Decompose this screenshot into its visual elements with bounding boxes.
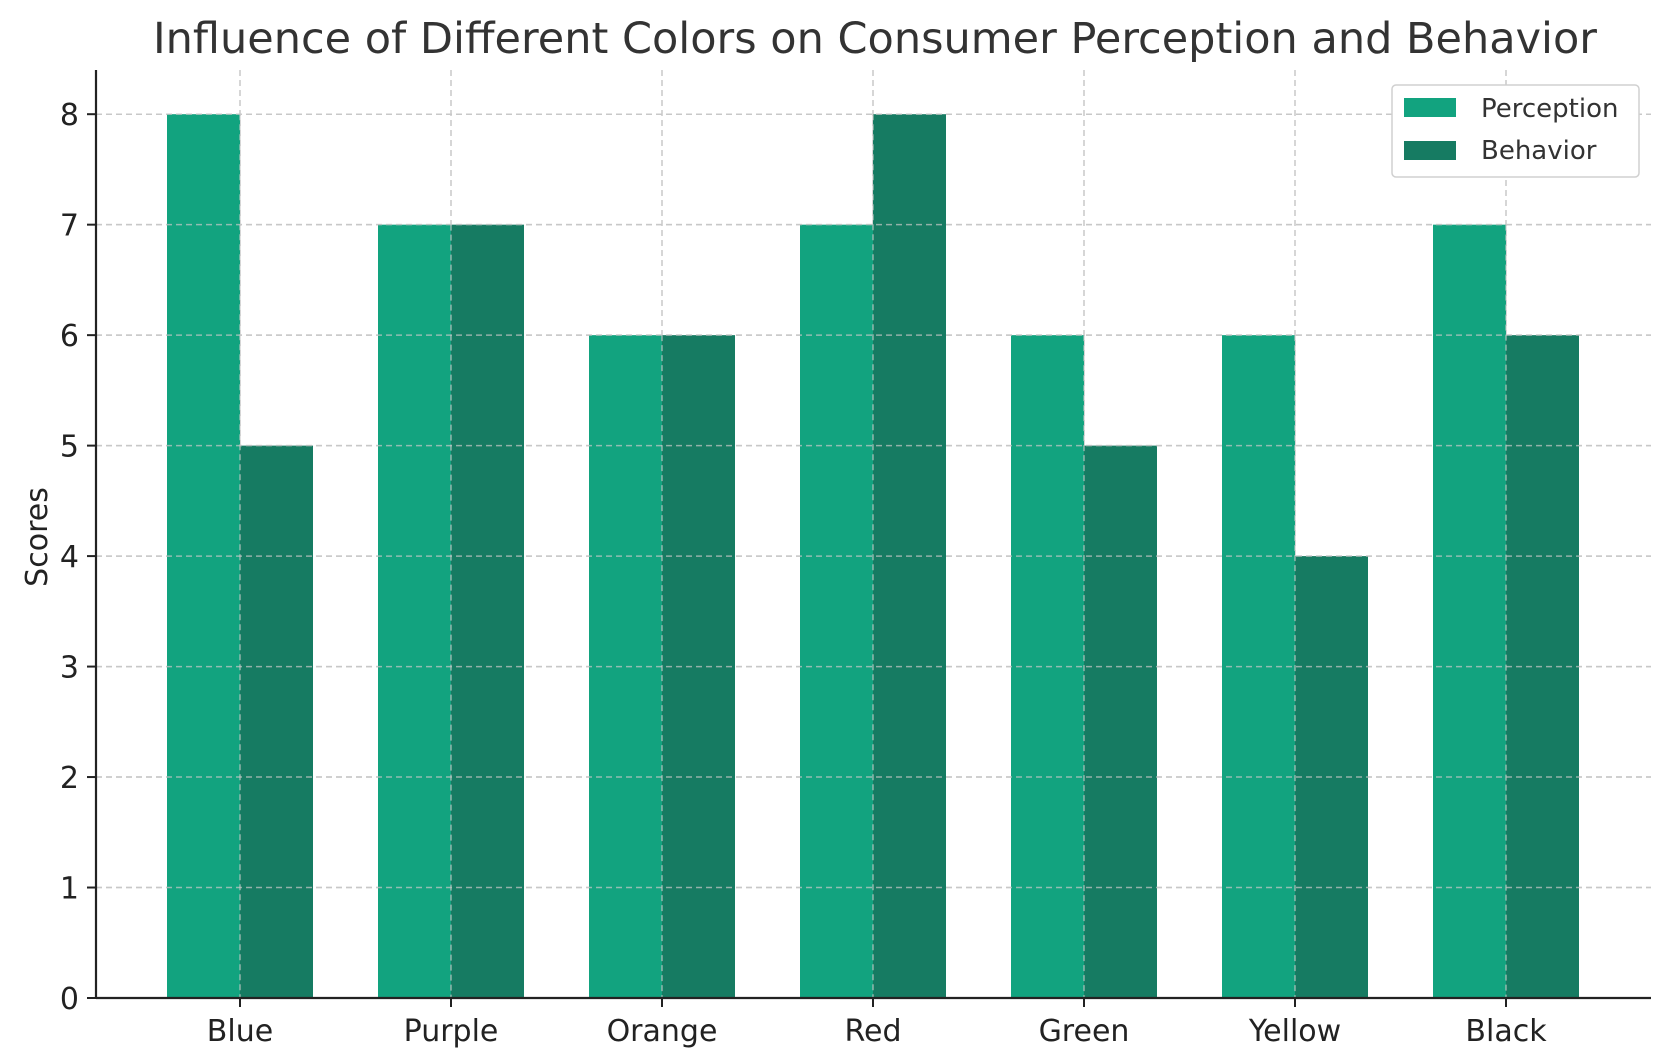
x-tick-label: Blue bbox=[207, 1014, 273, 1049]
y-tick-label: 4 bbox=[60, 540, 79, 575]
bar-behavior-green bbox=[1084, 445, 1157, 999]
x-tick-label: Orange bbox=[607, 1014, 718, 1049]
legend-swatch-perception bbox=[1404, 98, 1456, 117]
legend-swatch-behavior bbox=[1404, 141, 1456, 160]
bars bbox=[96, 113, 1651, 999]
y-tick-label: 0 bbox=[60, 982, 79, 1017]
legend-label-perception: Perception bbox=[1481, 94, 1618, 124]
y-axis-label: Scores bbox=[20, 487, 55, 587]
x-tick-label: Black bbox=[1465, 1014, 1547, 1049]
bar-perception-purple bbox=[378, 224, 451, 998]
x-tick-label: Green bbox=[1039, 1014, 1130, 1049]
y-tick-label: 1 bbox=[60, 872, 79, 907]
bar-behavior-blue bbox=[240, 445, 313, 999]
x-tick-label: Purple bbox=[404, 1014, 499, 1049]
legend: Perception Behavior bbox=[1391, 84, 1640, 178]
y-tick-label: 8 bbox=[60, 98, 79, 133]
x-tick-label: Red bbox=[845, 1014, 902, 1049]
y-tick-label: 3 bbox=[60, 651, 79, 686]
y-tick-label: 5 bbox=[60, 430, 79, 465]
bar-perception-black bbox=[1433, 224, 1506, 998]
x-tick-label: Yellow bbox=[1248, 1014, 1341, 1049]
y-tick-label: 2 bbox=[60, 761, 79, 796]
tick-labels: 0 1 2 3 4 5 6 7 8 Blue Purple Orange Red Green Yellow B… bbox=[60, 98, 1547, 1049]
bar-perception-red bbox=[800, 224, 873, 998]
legend-label-behavior: Behavior bbox=[1481, 136, 1597, 166]
axes bbox=[87, 70, 1651, 1007]
bar-behavior-purple bbox=[451, 224, 524, 998]
chart-title: Influence of Different Colors on Consume… bbox=[153, 14, 1597, 64]
y-tick-label: 6 bbox=[60, 319, 79, 354]
y-tick-label: 7 bbox=[60, 209, 79, 244]
